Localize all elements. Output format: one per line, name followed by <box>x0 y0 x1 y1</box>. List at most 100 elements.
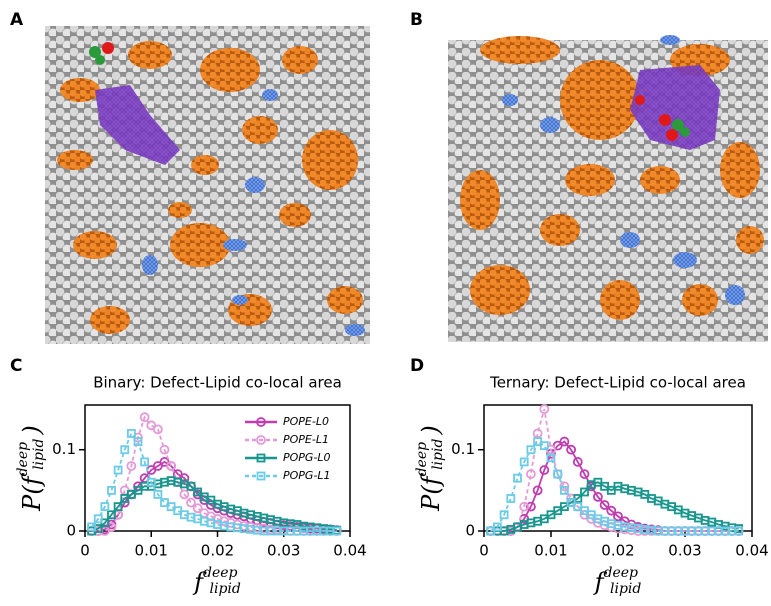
marker <box>506 494 516 503</box>
label-part: lipid <box>31 439 47 470</box>
marker <box>579 469 590 479</box>
marker <box>613 511 623 522</box>
membrane-snapshot-a <box>45 26 370 344</box>
y-axis-label: P(fdeeplipid) <box>414 425 446 512</box>
marker <box>146 477 156 487</box>
marker <box>152 424 163 435</box>
marker <box>140 457 150 467</box>
marker <box>559 436 570 447</box>
marker <box>532 485 543 496</box>
marker <box>539 404 550 414</box>
marker <box>553 469 563 479</box>
chart: Binary: Defect-Lipid co-local area 0 0.01 0… <box>15 374 367 598</box>
chart-title: Ternary: Defect-Lipid co-local area <box>489 374 746 392</box>
label-part: P( <box>18 485 46 512</box>
marker <box>87 522 97 532</box>
marker <box>492 522 502 532</box>
x-tick-label: 0.02 <box>201 542 234 560</box>
marker <box>113 465 123 475</box>
label-part: ) <box>417 425 445 435</box>
marker <box>599 500 610 510</box>
panel-label: A <box>10 10 24 30</box>
panel-label: C <box>10 356 22 376</box>
label-part: lipid <box>610 581 641 597</box>
marker <box>513 473 522 483</box>
marker <box>126 461 137 471</box>
x-tick-label: 0.04 <box>735 542 768 560</box>
x-tick-label: 0.01 <box>534 542 567 560</box>
y-tick-label: 0 <box>66 522 76 540</box>
x-axis-label: fdeep lipid <box>593 565 642 597</box>
label-part: deep <box>414 442 430 477</box>
chart-title: Binary: Defect-Lipid co-local area <box>93 374 342 392</box>
marker <box>192 503 203 514</box>
marker <box>526 469 536 479</box>
label-part: lipid <box>430 439 446 470</box>
legend-marker <box>256 453 266 463</box>
marker <box>539 441 549 451</box>
y-axis-label: P(fdeeplipid) <box>15 425 47 512</box>
marker <box>113 502 123 512</box>
panel-label: B <box>410 10 423 30</box>
marker <box>107 510 116 520</box>
marker <box>499 510 509 520</box>
marker <box>546 453 556 463</box>
legend-label: POPG-L1 <box>283 469 331 482</box>
x-tick-label: 0 <box>80 542 90 560</box>
marker <box>133 437 143 446</box>
marker <box>566 444 576 455</box>
marker <box>186 497 196 508</box>
panel-label: D <box>410 356 424 376</box>
marker <box>139 412 150 423</box>
marker <box>519 457 529 467</box>
marker <box>153 490 163 499</box>
x-tick-label: 0.01 <box>135 542 168 560</box>
marker <box>159 444 170 455</box>
label-part: lipid <box>210 581 241 597</box>
marker <box>332 526 342 536</box>
marker <box>734 526 743 536</box>
x-axis-label: fdeep lipid <box>192 565 241 597</box>
legend-label: POPE-L0 <box>283 415 329 428</box>
marker <box>539 465 550 475</box>
marker <box>193 487 203 497</box>
marker <box>93 514 103 524</box>
label-part: deep <box>203 565 238 581</box>
y-tick-label: 0 <box>465 522 475 540</box>
x-tick-label: 0.03 <box>668 542 701 560</box>
x-tick-label: 0 <box>479 542 489 560</box>
marker <box>107 485 116 495</box>
label-part: P( <box>417 485 445 512</box>
marker <box>526 501 536 512</box>
marker <box>572 457 583 467</box>
legend-label: POPG-L0 <box>283 451 331 464</box>
marker <box>519 501 530 512</box>
x-tick-label: 0.04 <box>333 542 366 560</box>
label-part: ) <box>18 425 46 435</box>
x-tick-label: 0.02 <box>601 542 634 560</box>
marker <box>126 429 136 438</box>
y-tick-label: 0.1 <box>451 440 475 458</box>
y-tick-label: 0.1 <box>52 440 76 458</box>
marker <box>100 502 110 512</box>
series-line <box>490 440 739 532</box>
x-tick-label: 0.03 <box>267 542 300 560</box>
legend-marker <box>256 417 266 427</box>
marker <box>560 485 569 495</box>
label-part: deep <box>15 442 31 477</box>
label-part: deep <box>604 565 639 581</box>
marker <box>120 445 130 455</box>
marker <box>166 461 177 471</box>
marker <box>606 505 617 516</box>
marker <box>179 489 190 500</box>
marker <box>186 481 196 491</box>
legend-marker <box>256 471 266 481</box>
legend-marker <box>256 435 266 445</box>
marker <box>593 491 603 502</box>
marker <box>526 445 536 455</box>
legend-label: POPE-L1 <box>283 433 329 446</box>
chart: Ternary: Defect-Lipid co-local area 0 0.01… <box>414 374 769 598</box>
marker <box>580 487 589 497</box>
membrane-snapshot-b <box>448 35 768 342</box>
